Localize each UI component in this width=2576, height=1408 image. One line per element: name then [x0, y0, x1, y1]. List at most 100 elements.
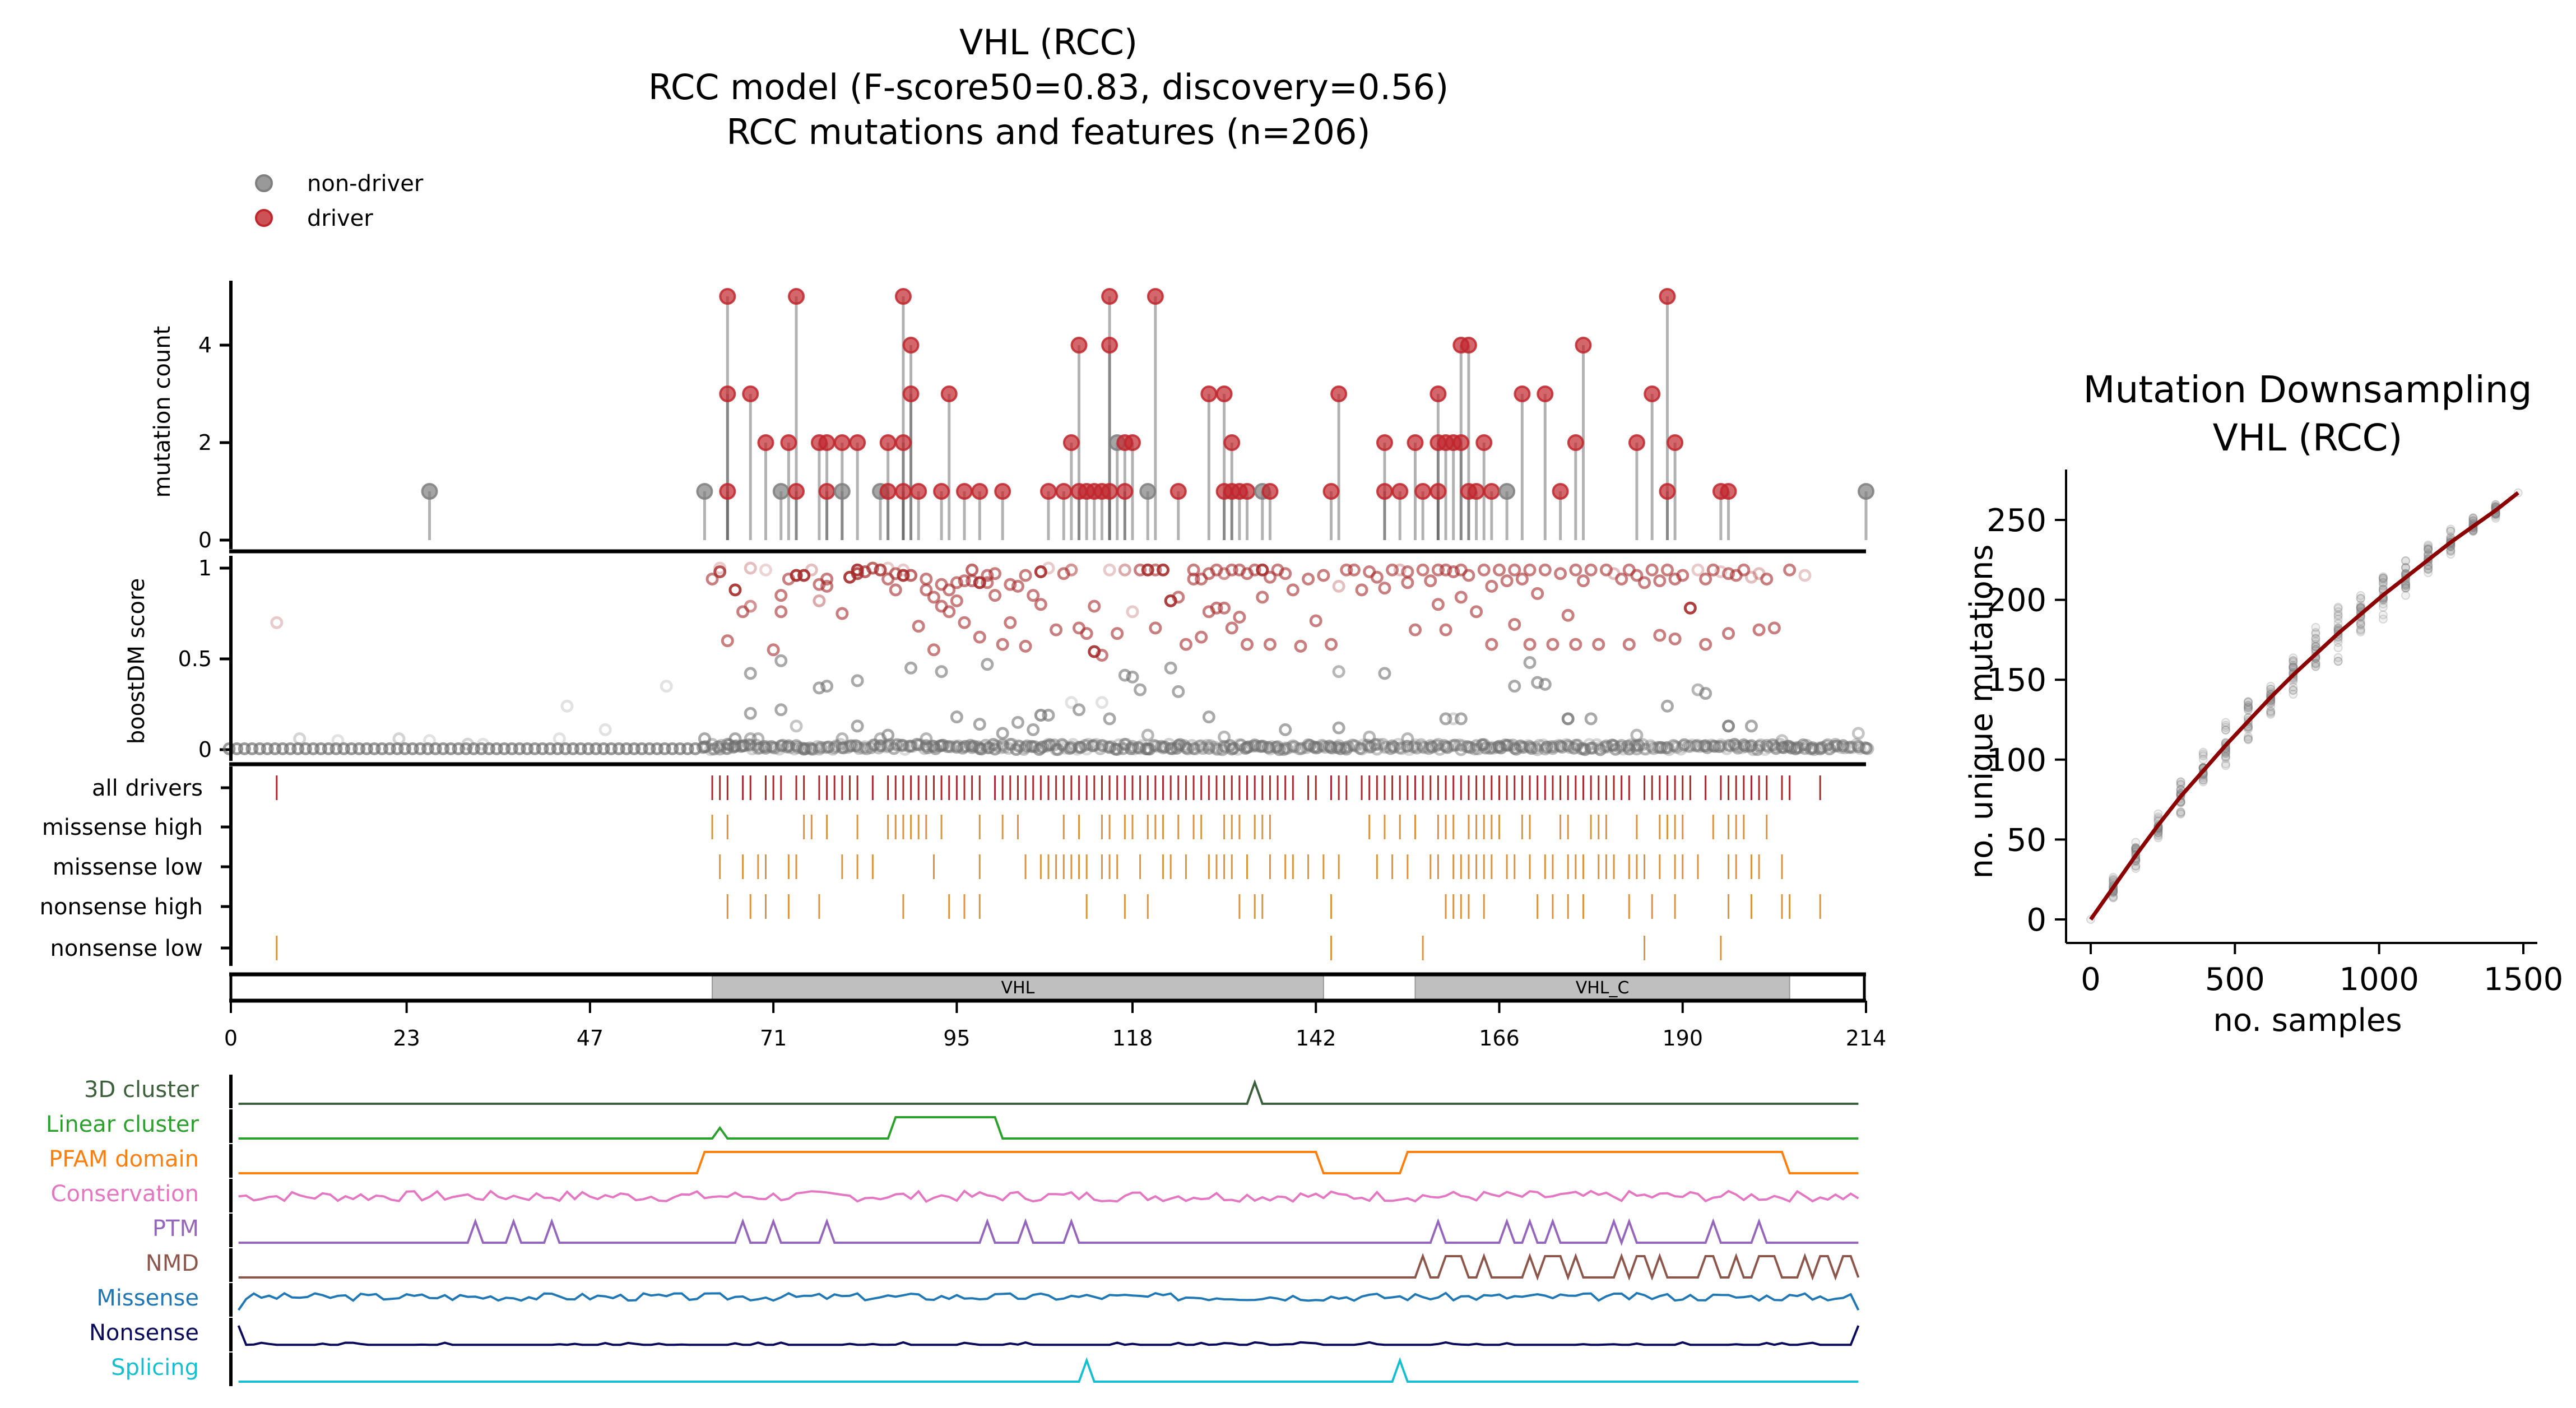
boostdm-nondriver-point: [774, 703, 788, 717]
downsampling-point: [2446, 527, 2456, 536]
boostdm-nondriver-point: [459, 742, 473, 755]
downsampling-point: [2424, 564, 2433, 573]
boostdm-nondriver-point: [1630, 728, 1644, 742]
lollipop-driver-point: [894, 483, 912, 500]
boostdm-driver-point: [1111, 627, 1124, 640]
boostdm-nondriver-point: [482, 742, 496, 755]
boostdm-nondriver-point: [1846, 741, 1859, 754]
lollipop-driver-point: [933, 483, 950, 500]
downsampling-point: [2401, 583, 2411, 593]
downsampling-point: [2153, 809, 2163, 819]
boostdm-driver-point: [1699, 638, 1712, 651]
boostdm-driver-point: [1454, 591, 1468, 604]
boostdm-nondriver-point: [1538, 677, 1552, 691]
boostdm-nondriver-point: [1409, 738, 1422, 751]
boostdm-nondriver-point: [1284, 740, 1298, 754]
boostdm-nondriver-point: [813, 681, 826, 695]
downsampling-point: [2446, 546, 2456, 556]
feature-line: [238, 1253, 1860, 1281]
boostdm-driver-point: [790, 569, 803, 582]
boostdm-nondriver-point: [857, 741, 870, 755]
lollipop-yticks: 0 2 4: [198, 333, 231, 552]
lollipop-nondriver-point: [421, 483, 438, 500]
boostdm-nondriver-point: [1097, 739, 1110, 752]
downsampling-point: [2131, 863, 2141, 873]
downsampling-point: [2378, 572, 2388, 582]
boostdm-nondriver-point: [852, 742, 866, 755]
boostdm-nondriver-point: [490, 742, 503, 755]
boostdm-driver-point: [1378, 582, 1391, 595]
boostdm-driver-point: [1218, 601, 1231, 615]
boostdm-nondriver-point: [1158, 740, 1172, 754]
downsampling-point: [2198, 749, 2208, 759]
downsampling-point: [2311, 642, 2320, 651]
boostdm-nondriver-point: [1716, 740, 1729, 753]
legend: non-driver driver: [255, 171, 424, 231]
boostdm-driver-point: [744, 600, 757, 613]
downsampling-point: [2401, 580, 2411, 590]
boostdm-nondriver-point: [1441, 741, 1454, 754]
downsampling-point: [2333, 610, 2343, 620]
boostdm-driver-point: [1126, 605, 1139, 619]
boostdm-driver-point: [1439, 563, 1452, 577]
boostdm-driver-point: [1492, 563, 1506, 577]
boostdm-nondriver-point: [293, 732, 307, 746]
boostdm-nondriver-point: [751, 732, 765, 746]
boostdm-driver-point: [1004, 578, 1017, 591]
boostdm-nondriver-point: [1103, 741, 1116, 754]
downsampling-title-line-2: VHL (RCC): [2213, 416, 2403, 459]
boostdm-nondriver-point: [560, 699, 574, 713]
boostdm-driver-point: [1554, 567, 1567, 580]
boostdm-nondriver-point: [1279, 723, 1292, 736]
boostdm-driver-point: [1531, 587, 1544, 600]
downsampling-point: [2401, 581, 2411, 591]
boostdm-nondriver-point: [461, 737, 475, 751]
boostdm-driver-point: [1447, 565, 1460, 578]
boostdm-nondriver-point: [974, 742, 988, 756]
boostdm-nondriver-point: [1042, 708, 1055, 722]
boostdm-driver-point: [851, 563, 864, 577]
boostdm-nondriver-point: [528, 742, 541, 755]
downsampling-point: [2401, 580, 2411, 590]
boostdm-nondriver-point: [1393, 741, 1407, 755]
boostdm-driver-point: [1622, 638, 1636, 651]
downsampling-xlabel: no. samples: [2213, 1002, 2402, 1039]
downsampling-point: [2266, 707, 2276, 717]
downsampling-point: [2356, 600, 2365, 610]
boostdm-driver-point: [1386, 563, 1399, 577]
downsampling-points: [2086, 488, 2523, 924]
boostdm-nondriver-point: [744, 667, 757, 680]
boostdm-driver-point: [973, 576, 986, 589]
downsampling-point: [2244, 700, 2253, 710]
boostdm-nondriver-point: [673, 742, 686, 755]
boostdm-nondriver-point: [1277, 743, 1291, 756]
feature-line: [238, 1116, 1859, 1140]
boostdm-nondriver-point: [1141, 728, 1154, 742]
boostdm-driver-point: [1332, 579, 1345, 593]
boostdm-driver-point: [1149, 621, 1162, 635]
boostdm-nondriver-point: [822, 740, 836, 754]
boostdm-nondriver-point: [1531, 676, 1544, 689]
downsampling-point: [2244, 732, 2253, 741]
xtick-label: 47: [577, 1026, 604, 1051]
boostdm-nondriver-point: [1181, 742, 1194, 755]
downsampling-point: [2266, 708, 2276, 718]
boostdm-nondriver-point: [1011, 715, 1024, 729]
boostdm-nondriver-point: [1844, 740, 1858, 754]
boostdm-driver-point: [1157, 563, 1170, 577]
downsampling-point: [2311, 658, 2320, 668]
boostdm-nondriver-point: [1754, 738, 1767, 752]
boostdm-nondriver-point: [620, 742, 633, 755]
boostdm-driver-point: [1019, 569, 1032, 582]
boostdm-nondriver-point: [1548, 740, 1561, 753]
boostdm-driver-point: [1370, 570, 1384, 584]
downsampling-point: [2401, 579, 2411, 589]
boostdm-nondriver-point: [1363, 730, 1376, 744]
boostdm-nondriver-point: [574, 742, 587, 755]
downsampling-point: [2468, 514, 2478, 523]
lollipop-heads: [421, 288, 1874, 500]
downsampling-point: [2244, 724, 2253, 734]
lollipop-driver-point: [788, 483, 805, 500]
boostdm-nondriver-point: [1851, 727, 1865, 740]
boostdm-driver-point: [1592, 638, 1605, 651]
